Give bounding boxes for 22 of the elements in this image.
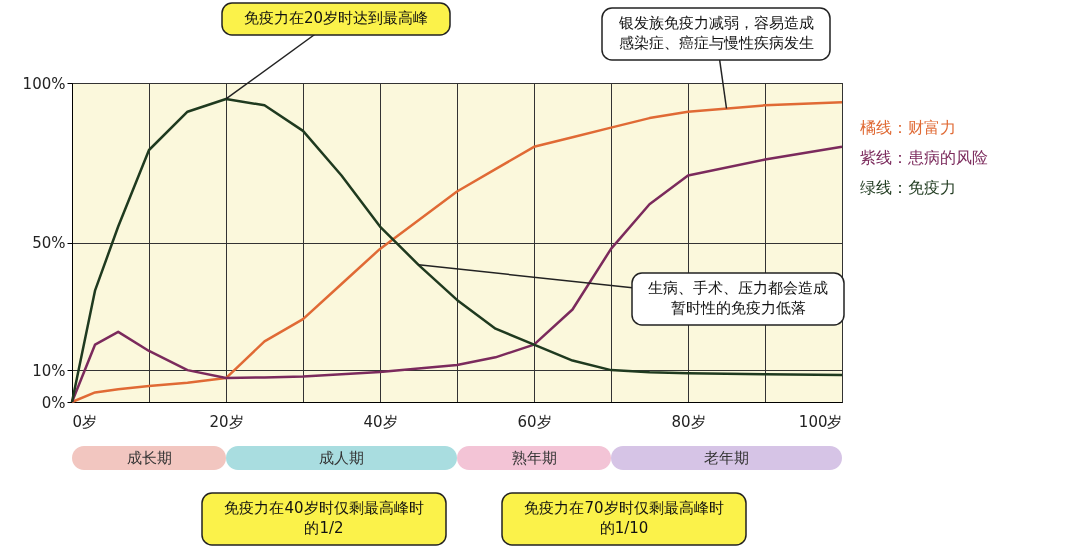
text: 成人期 [319, 449, 364, 467]
y-tick-label: 0% [41, 393, 66, 412]
annotation: 免疫力在20岁时达到最高峰 [243, 9, 429, 27]
text: 绿线：免疫力 [860, 178, 956, 197]
text: 老年期 [704, 449, 749, 467]
x-tick-label: 100岁 [798, 412, 843, 431]
y-tick-label: 100% [22, 74, 66, 93]
y-tick-label: 50% [32, 234, 66, 252]
x-tick-label: 20岁 [209, 412, 244, 431]
x-tick-label: 0岁 [72, 412, 98, 431]
text: 熟年期 [511, 449, 557, 467]
x-tick-label: 60岁 [517, 412, 552, 431]
annotation: 银发族免疫力减弱，容易造成感染症、癌症与慢性疾病发生 [617, 14, 814, 52]
series-label: 紫线：患病的风险 [860, 148, 988, 167]
text: 免疫力在40岁时仅剩最高峰时的1/2 [224, 499, 424, 537]
x-tick-label: 40岁 [363, 412, 398, 431]
y-tick-label: 10% [32, 361, 66, 380]
series-label: 橘线：财富力 [860, 118, 956, 137]
annotation: 生病、手术、压力都会造成暂时性的免疫力低落 [648, 279, 828, 317]
text: 免疫力在70岁时仅剩最高峰时的1/10 [524, 499, 724, 537]
text: 成长期 [126, 449, 172, 467]
x-tick-label: 80岁 [671, 412, 706, 431]
